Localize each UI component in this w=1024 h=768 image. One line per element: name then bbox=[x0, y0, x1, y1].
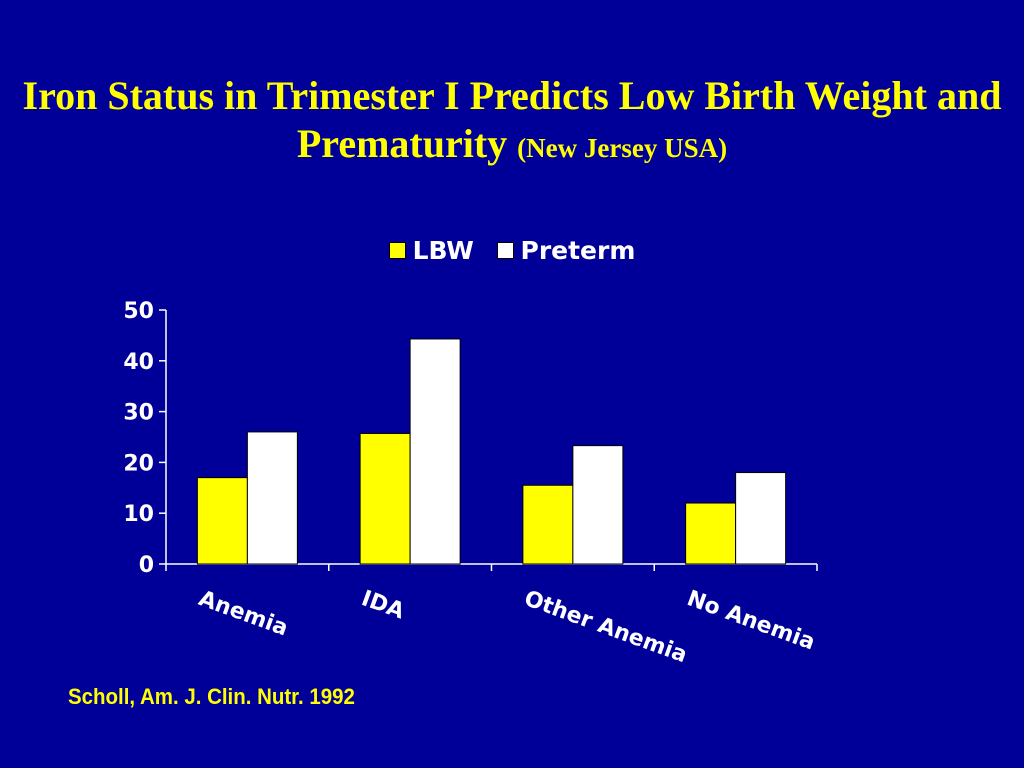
bar-preterm-anemia bbox=[246, 431, 298, 565]
bar-lbw-no-anemia bbox=[685, 502, 737, 565]
title-main: Iron Status in Trimester I Predicts Low … bbox=[22, 73, 1002, 166]
y-tick-label: 40 bbox=[123, 350, 154, 375]
slide-title: Iron Status in Trimester I Predicts Low … bbox=[0, 72, 1024, 172]
bar-preterm-other-anemia bbox=[572, 445, 624, 565]
x-tick-label: No Anemia bbox=[684, 586, 819, 655]
y-tick-label: 50 bbox=[123, 299, 154, 324]
x-tick-label: Anemia bbox=[195, 586, 291, 641]
chart-legend: LBW Preterm bbox=[0, 236, 1024, 265]
x-tick-label: Other Anemia bbox=[521, 586, 690, 668]
legend-swatch-lbw bbox=[388, 242, 406, 259]
source-citation: Scholl, Am. J. Clin. Nutr. 1992 bbox=[68, 684, 355, 709]
legend-item-preterm: Preterm bbox=[496, 236, 636, 265]
bar-preterm-no-anemia bbox=[735, 472, 787, 565]
legend-swatch-preterm bbox=[496, 242, 514, 259]
legend-label-preterm: Preterm bbox=[520, 236, 636, 265]
bar-preterm-ida bbox=[409, 338, 461, 565]
y-tick-label: 0 bbox=[139, 553, 154, 578]
y-tick-label: 20 bbox=[123, 451, 154, 476]
title-subtitle: (New Jersey USA) bbox=[517, 133, 728, 163]
bar-lbw-ida bbox=[359, 432, 411, 565]
x-tick-label: IDA bbox=[358, 586, 407, 624]
legend-item-lbw: LBW bbox=[388, 236, 474, 265]
legend-label-lbw: LBW bbox=[412, 236, 474, 265]
y-tick-label: 10 bbox=[123, 502, 154, 527]
bar-lbw-anemia bbox=[196, 477, 248, 565]
y-tick-label: 30 bbox=[123, 401, 154, 426]
bar-lbw-other-anemia bbox=[522, 484, 574, 565]
